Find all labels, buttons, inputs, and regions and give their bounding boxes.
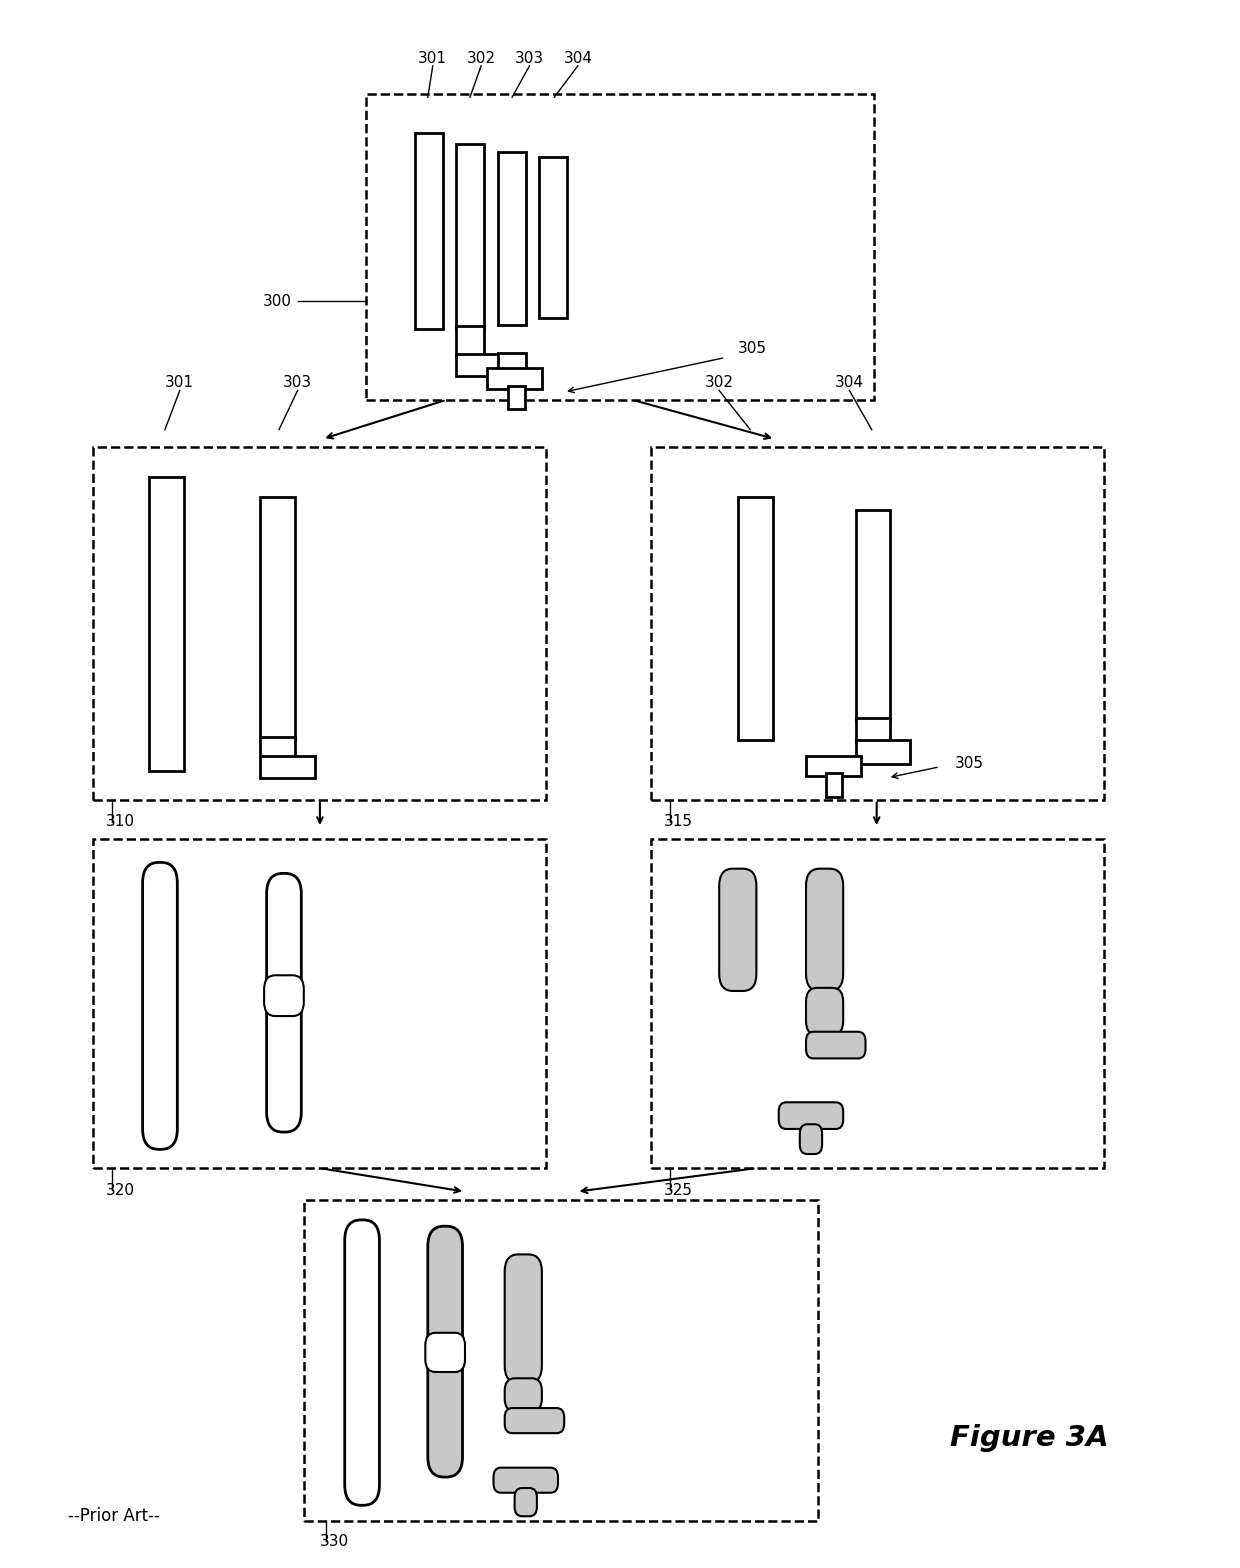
Text: 301: 301 bbox=[165, 375, 195, 390]
Bar bbox=[456, 326, 484, 356]
Text: 320: 320 bbox=[105, 1182, 134, 1198]
Text: 304: 304 bbox=[835, 375, 864, 390]
Text: 315: 315 bbox=[663, 814, 692, 829]
FancyBboxPatch shape bbox=[428, 1226, 463, 1477]
Bar bbox=[856, 740, 910, 764]
FancyBboxPatch shape bbox=[345, 1220, 379, 1505]
FancyBboxPatch shape bbox=[806, 869, 843, 991]
FancyBboxPatch shape bbox=[505, 1378, 542, 1411]
FancyBboxPatch shape bbox=[505, 1408, 564, 1433]
Bar bbox=[260, 756, 315, 778]
FancyBboxPatch shape bbox=[779, 1102, 843, 1129]
Bar bbox=[93, 447, 546, 800]
Text: 302: 302 bbox=[466, 50, 496, 66]
Bar bbox=[539, 157, 567, 318]
Bar bbox=[304, 1200, 818, 1521]
Bar bbox=[826, 773, 842, 797]
FancyBboxPatch shape bbox=[267, 873, 301, 1132]
Text: 303: 303 bbox=[283, 375, 312, 390]
Text: 304: 304 bbox=[563, 50, 593, 66]
Text: 301: 301 bbox=[418, 50, 448, 66]
FancyBboxPatch shape bbox=[806, 988, 843, 1035]
Bar bbox=[415, 133, 443, 329]
Bar bbox=[456, 354, 516, 376]
FancyBboxPatch shape bbox=[515, 1488, 537, 1516]
Text: 300: 300 bbox=[263, 293, 291, 309]
Bar bbox=[508, 386, 525, 409]
Bar bbox=[93, 839, 546, 1168]
Bar bbox=[456, 144, 484, 329]
Text: Figure 3A: Figure 3A bbox=[950, 1424, 1109, 1452]
Text: --Prior Art--: --Prior Art-- bbox=[68, 1507, 160, 1526]
Bar bbox=[651, 839, 1104, 1168]
FancyBboxPatch shape bbox=[494, 1468, 558, 1493]
Bar bbox=[651, 447, 1104, 800]
Text: 330: 330 bbox=[320, 1534, 348, 1549]
Text: 302: 302 bbox=[704, 375, 734, 390]
FancyBboxPatch shape bbox=[425, 1333, 465, 1372]
Text: 310: 310 bbox=[105, 814, 134, 829]
FancyBboxPatch shape bbox=[719, 869, 756, 991]
FancyBboxPatch shape bbox=[806, 1032, 866, 1058]
Text: 303: 303 bbox=[515, 50, 544, 66]
Text: 325: 325 bbox=[663, 1182, 692, 1198]
Bar bbox=[856, 510, 890, 721]
Bar bbox=[260, 497, 295, 740]
Bar bbox=[260, 737, 295, 757]
FancyBboxPatch shape bbox=[264, 975, 304, 1016]
FancyBboxPatch shape bbox=[800, 1124, 822, 1154]
Bar bbox=[806, 756, 861, 776]
FancyBboxPatch shape bbox=[505, 1254, 542, 1383]
Bar bbox=[366, 94, 874, 400]
Bar bbox=[487, 368, 542, 389]
Bar bbox=[498, 152, 526, 325]
Text: 305: 305 bbox=[955, 756, 983, 771]
Bar bbox=[738, 497, 773, 740]
Bar bbox=[149, 477, 184, 771]
Text: 305: 305 bbox=[738, 340, 766, 356]
FancyBboxPatch shape bbox=[143, 862, 177, 1149]
Bar bbox=[856, 718, 890, 742]
Bar bbox=[498, 353, 526, 379]
